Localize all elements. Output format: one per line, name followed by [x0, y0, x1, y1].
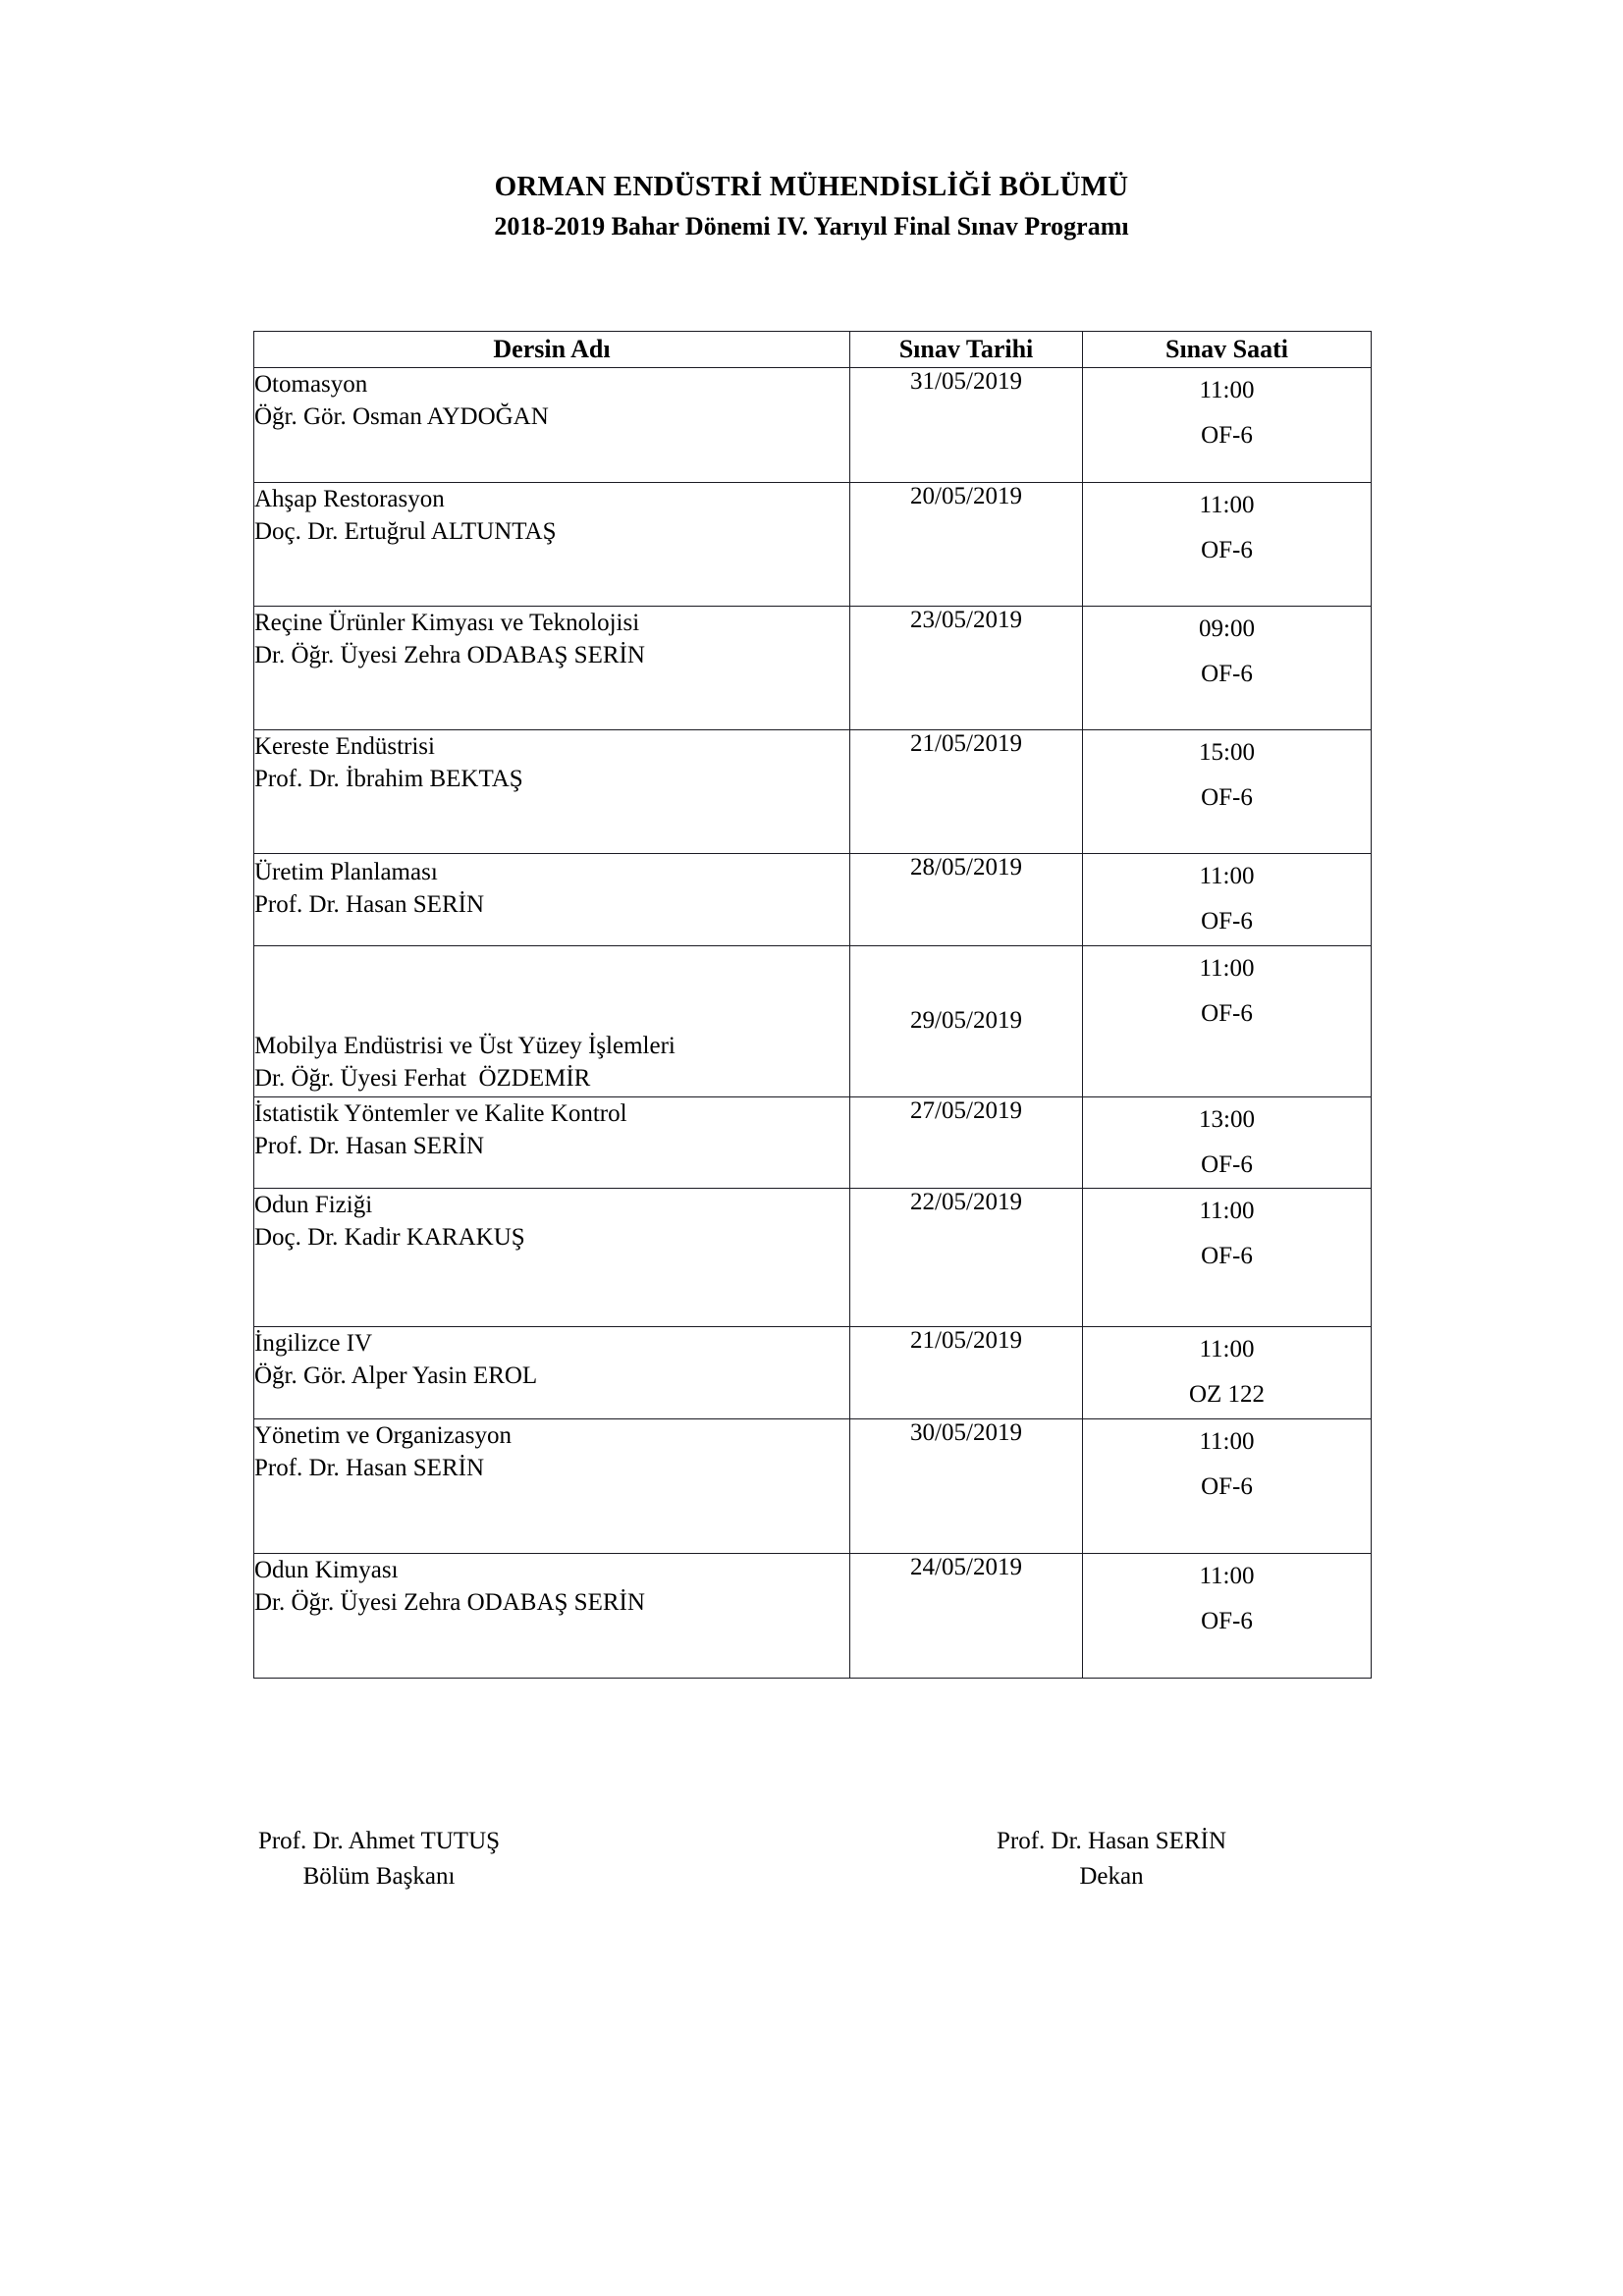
table-row: Reçine Ürünler Kimyası ve Teknolojisi Dr…: [253, 606, 1372, 730]
cell-course: Odun Fiziği Doç. Dr. Kadir KARAKUŞ: [253, 1188, 850, 1327]
signature-role: Bölüm Başkanı: [302, 1863, 456, 1891]
cell-exam-time: 15:00 OF-6: [1082, 729, 1372, 854]
cell-course: Yönetim ve Organizasyon Prof. Dr. Hasan …: [253, 1417, 850, 1554]
exam-time: 11:00: [1199, 1427, 1255, 1455]
table-row: Odun Fiziği Doç. Dr. Kadir KARAKUŞ 22/05/…: [253, 1188, 1372, 1327]
exam-schedule-table: Dersin Adı Sınav Tarihi Sınav Saati Otom…: [253, 331, 1372, 1679]
page-subtitle: 2018-2019 Bahar Dönemi IV. Yarıyıl Final…: [494, 212, 1129, 241]
cell-exam-time: 11:00 OF-6: [1082, 1552, 1372, 1679]
exam-time: 11:00: [1199, 492, 1255, 518]
table-row: Üretim Planlaması Prof. Dr. Hasan SERİN 2…: [253, 853, 1372, 946]
exam-time: 11:00: [1199, 1198, 1255, 1224]
cell-exam-date: 29/05/2019: [849, 944, 1083, 1097]
cell-course: Kereste Endüstrisi Prof. Dr. İbrahim BEK…: [253, 729, 850, 854]
cell-exam-time: 11:00 OF-6: [1082, 1188, 1372, 1327]
exam-time: 11:00: [1199, 954, 1255, 982]
table-row: Kereste Endüstrisi Prof. Dr. İbrahim BEK…: [253, 729, 1372, 854]
exam-room: OF-6: [1201, 999, 1253, 1027]
table-row: Ahşap Restorasyon Doç. Dr. Ertuğrul ALTU…: [253, 482, 1372, 607]
column-header-date: Sınav Tarihi: [849, 331, 1083, 368]
exam-room: OF-6: [1201, 908, 1253, 935]
cell-course: İstatistik Yöntemler ve Kalite Kontrol P…: [253, 1095, 850, 1189]
cell-exam-date: 20/05/2019: [849, 482, 1083, 607]
exam-time: 11:00: [1199, 863, 1255, 889]
table-row: İstatistik Yöntemler ve Kalite Kontrol P…: [253, 1095, 1372, 1189]
signature-dean: Prof. Dr. Hasan SERİN Dekan: [915, 1824, 1308, 1896]
exam-room: OF-6: [1201, 784, 1253, 812]
exam-time: 15:00: [1199, 739, 1255, 766]
exam-room: OF-6: [1201, 1150, 1253, 1178]
exam-time: 11:00: [1199, 1336, 1255, 1362]
cell-exam-time: 11:00 OZ 122: [1082, 1326, 1372, 1419]
exam-room: OF-6: [1201, 1607, 1253, 1634]
table-header-row: Dersin Adı Sınav Tarihi Sınav Saati: [253, 331, 1372, 368]
column-header-course: Dersin Adı: [253, 331, 850, 368]
signature-name: Prof. Dr. Ahmet TUTUŞ: [257, 1828, 501, 1854]
column-header-time: Sınav Saati: [1082, 331, 1372, 368]
cell-course: Üretim Planlaması Prof. Dr. Hasan SERİN: [253, 853, 850, 946]
cell-course: Mobilya Endüstrisi ve Üst Yüzey İşlemler…: [253, 944, 850, 1097]
table-row: Otomasyon Öğr. Gör. Osman AYDOĞAN 31/05/2…: [253, 367, 1372, 483]
cell-exam-time: 11:00 OF-6: [1082, 853, 1372, 946]
exam-time: 09:00: [1199, 615, 1255, 642]
exam-time: 11:00: [1199, 377, 1255, 403]
cell-exam-date: 22/05/2019: [849, 1188, 1083, 1327]
cell-course: Odun Kimyası Dr. Öğr. Üyesi Zehra ODABAŞ…: [253, 1552, 850, 1679]
cell-exam-time: 13:00 OF-6: [1082, 1095, 1372, 1189]
exam-time: 13:00: [1199, 1105, 1255, 1133]
signature-name: Prof. Dr. Hasan SERİN: [996, 1828, 1226, 1854]
table-row: Mobilya Endüstrisi ve Üst Yüzey İşlemler…: [253, 944, 1372, 1097]
cell-exam-date: 30/05/2019: [849, 1417, 1083, 1554]
cell-exam-date: 27/05/2019: [849, 1095, 1083, 1189]
page-title: ORMAN ENDÜSTRİ MÜHENDİSLİĞİ BÖLÜMÜ: [494, 171, 1129, 202]
cell-exam-time: 09:00 OF-6: [1082, 606, 1372, 730]
cell-exam-date: 21/05/2019: [849, 1326, 1083, 1419]
cell-exam-date: 31/05/2019: [849, 367, 1083, 483]
cell-exam-time: 11:00 OF-6: [1082, 944, 1372, 1097]
cell-exam-date: 21/05/2019: [849, 729, 1083, 854]
exam-time: 11:00: [1199, 1562, 1255, 1589]
exam-room: OF-6: [1201, 422, 1253, 450]
exam-room: OF-6: [1201, 661, 1253, 688]
cell-exam-time: 11:00 OF-6: [1082, 367, 1372, 483]
table-row: Odun Kimyası Dr. Öğr. Üyesi Zehra ODABAŞ…: [253, 1552, 1372, 1679]
cell-course: Ahşap Restorasyon Doç. Dr. Ertuğrul ALTU…: [253, 482, 850, 607]
table-row: İngilizce IV Öğr. Gör. Alper Yasin EROL 2…: [253, 1326, 1372, 1419]
table-row: Yönetim ve Organizasyon Prof. Dr. Hasan …: [253, 1417, 1372, 1554]
cell-exam-date: 24/05/2019: [849, 1552, 1083, 1679]
signature-role: Dekan: [1079, 1863, 1144, 1891]
table-header: Dersin Adı Sınav Tarihi Sınav Saati: [253, 331, 1372, 368]
cell-exam-time: 11:00 OF-6: [1082, 1417, 1372, 1554]
cell-course: Reçine Ürünler Kimyası ve Teknolojisi Dr…: [253, 606, 850, 730]
title-block: ORMAN ENDÜSTRİ MÜHENDİSLİĞİ BÖLÜMÜ 2018-…: [0, 169, 1623, 243]
cell-course: İngilizce IV Öğr. Gör. Alper Yasin EROL: [253, 1326, 850, 1419]
cell-exam-date: 23/05/2019: [849, 606, 1083, 730]
signature-department-head: Prof. Dr. Ahmet TUTUŞ Bölüm Başkanı: [183, 1824, 575, 1896]
exam-room: OZ 122: [1188, 1381, 1266, 1409]
exam-room: OF-6: [1201, 1243, 1253, 1270]
cell-exam-time: 11:00 OF-6: [1082, 482, 1372, 607]
cell-course: Otomasyon Öğr. Gör. Osman AYDOĞAN: [253, 367, 850, 483]
table-body: Otomasyon Öğr. Gör. Osman AYDOĞAN 31/05/2…: [253, 367, 1372, 1679]
exam-room: OF-6: [1201, 537, 1253, 564]
exam-room: OF-6: [1201, 1472, 1253, 1500]
cell-exam-date: 28/05/2019: [849, 853, 1083, 946]
